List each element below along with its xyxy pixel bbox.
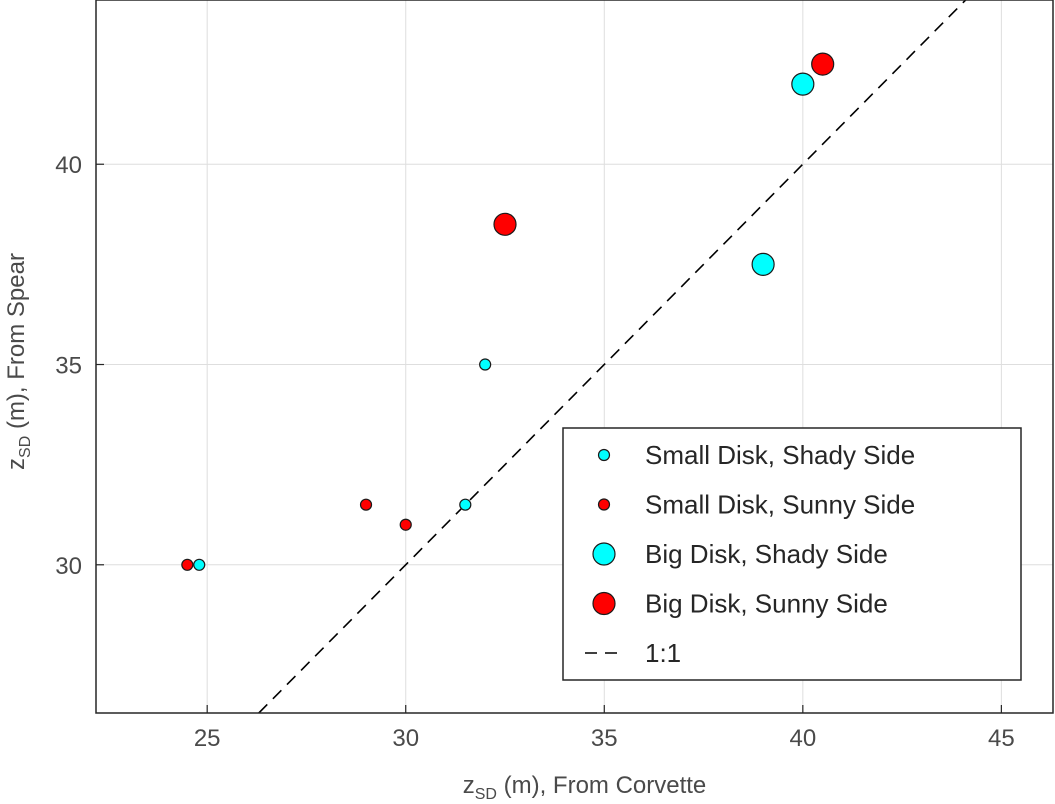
legend-label: Big Disk, Shady Side bbox=[645, 539, 888, 569]
data-point bbox=[181, 558, 194, 571]
y-axis-label: zSD (m), From Spear bbox=[3, 253, 34, 470]
x-tick-label: 35 bbox=[591, 725, 618, 752]
data-point bbox=[791, 72, 815, 96]
plot-area-frame bbox=[95, 0, 1054, 714]
y-tick-label: 30 bbox=[55, 553, 82, 580]
legend-label: Big Disk, Sunny Side bbox=[645, 589, 888, 619]
y-tick-label: 40 bbox=[55, 152, 82, 179]
data-point bbox=[479, 358, 492, 371]
data-point bbox=[399, 518, 412, 531]
data-point bbox=[459, 498, 472, 511]
legend-label: 1:1 bbox=[645, 638, 681, 668]
legend-marker bbox=[592, 542, 616, 566]
legend-box bbox=[562, 427, 1022, 681]
legend-marker bbox=[597, 498, 611, 511]
legend-label: Small Disk, Sunny Side bbox=[645, 490, 915, 520]
x-tick-label: 25 bbox=[194, 725, 221, 752]
reference-line-group bbox=[258, 0, 967, 714]
data-point bbox=[493, 212, 517, 236]
one-to-one-line bbox=[258, 0, 967, 714]
data-point bbox=[359, 498, 373, 511]
tick-labels: 25 30 35 40 45 30 35 40 bbox=[55, 152, 1014, 752]
legend-label: Small Disk, Shady Side bbox=[645, 440, 915, 470]
legend-marker bbox=[597, 448, 611, 462]
x-tick-label: 45 bbox=[988, 725, 1015, 752]
legend-marker bbox=[592, 591, 616, 616]
x-axis-label: zSD (m), From Corvette bbox=[463, 772, 707, 803]
x-tick-label: 40 bbox=[789, 725, 816, 752]
data-point bbox=[751, 252, 775, 276]
x-tick-label: 30 bbox=[392, 725, 419, 752]
data-point bbox=[193, 558, 206, 571]
y-tick-label: 35 bbox=[55, 353, 82, 380]
data-point bbox=[811, 52, 835, 76]
data-points bbox=[181, 52, 835, 571]
legend: Small Disk, Shady Side Small Disk, Sunny … bbox=[562, 427, 1022, 681]
